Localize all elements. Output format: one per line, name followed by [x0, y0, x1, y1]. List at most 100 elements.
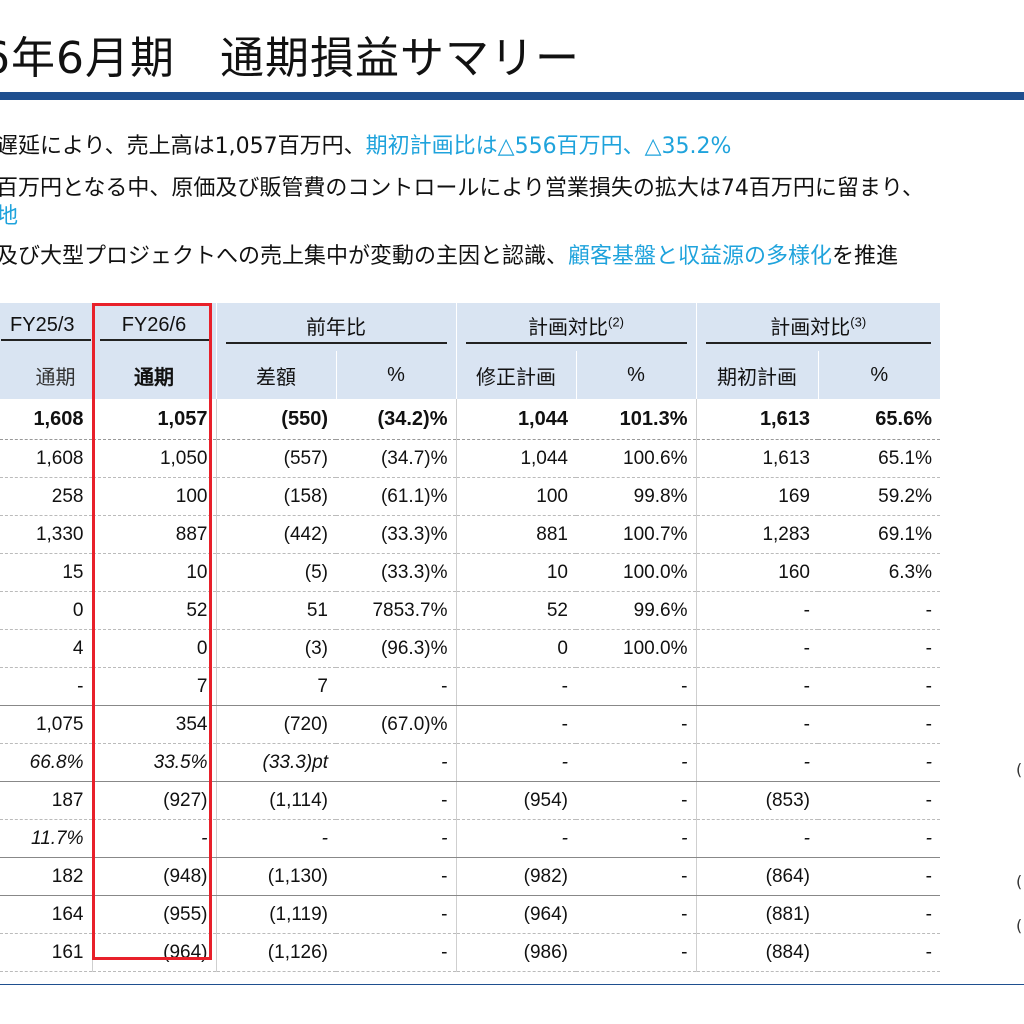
- table-row: 1,608 1,050 (557) (34.7)% 1,044 100.6% 1,613 65…: [0, 439, 940, 478]
- table-row: 11.7% - - - - - - -: [0, 819, 940, 858]
- table-cell: (864): [695, 857, 818, 896]
- table-cell: -: [91, 819, 216, 858]
- header-initial-plan: 期初計画: [695, 351, 818, 399]
- table-cell: -: [336, 743, 456, 782]
- table-cell: 10: [91, 553, 216, 592]
- header-plan-revised: 計画対比(2): [455, 303, 696, 351]
- pl-summary-table: FY25/3 FY26/6 前年比 計画対比(2) 計画対比(3) 通期 通期 …: [0, 303, 940, 972]
- table-cell: (884): [695, 933, 818, 972]
- table-cell: 887: [91, 515, 216, 554]
- table-cell: 1,330: [0, 515, 92, 554]
- table-cell: 1,050: [91, 439, 216, 478]
- table-cell: -: [695, 743, 818, 782]
- table-cell: -: [576, 933, 696, 972]
- table-cell: -: [695, 629, 818, 668]
- table-cell: 354: [91, 705, 216, 744]
- footer-divider: [0, 984, 1024, 985]
- table-cell: 11.7%: [0, 819, 92, 858]
- table-cell: (1,126): [215, 933, 336, 972]
- table-cell: (720): [215, 705, 336, 744]
- table-cell: -: [336, 667, 456, 706]
- table-cell: (557): [215, 439, 336, 478]
- table-cell: 100.0%: [576, 553, 696, 592]
- table-cell: 69.1%: [818, 515, 940, 554]
- table-cell: (67.0)%: [336, 705, 456, 744]
- pl-summary-table-wrap: FY25/3 FY26/6 前年比 計画対比(2) 計画対比(3) 通期 通期 …: [0, 303, 944, 972]
- table-cell: 0: [91, 629, 216, 668]
- table-cell: 169: [695, 477, 818, 516]
- table-cell: 59.2%: [818, 477, 940, 516]
- table-cell: -: [455, 705, 576, 744]
- table-cell: 10: [455, 553, 576, 592]
- table-cell: (964): [91, 933, 216, 972]
- table-cell: (881): [695, 895, 818, 934]
- table-cell: 65.1%: [818, 439, 940, 478]
- table-cell: 7: [91, 667, 216, 706]
- table-cell: (964): [455, 895, 576, 934]
- table-cell: -: [695, 591, 818, 630]
- table-cell: (550): [215, 399, 336, 440]
- table-cell: (927): [91, 781, 216, 820]
- table-row: 258 100 (158) (61.1)% 100 99.8% 169 59.2%: [0, 477, 940, 516]
- table-cell: (986): [455, 933, 576, 972]
- table-cell: 1,044: [455, 399, 576, 440]
- table-cell: -: [336, 857, 456, 896]
- table-cell: 52: [91, 591, 216, 630]
- table-cell: 1,057: [91, 399, 216, 440]
- side-note-mark: (: [1016, 760, 1023, 779]
- table-cell: 0: [455, 629, 576, 668]
- table-cell: 160: [695, 553, 818, 592]
- table-cell: -: [215, 819, 336, 858]
- table-cell: 1,283: [695, 515, 818, 554]
- side-note-mark: (: [1016, 872, 1023, 891]
- table-row: 1,608 1,057 (550) (34.2)% 1,044 101.3% 1,613 65…: [0, 399, 940, 440]
- table-cell: -: [818, 857, 940, 896]
- summary-line-2: 百万円となる中、原価及び販管費のコントロールにより営業損失の拡大は74百万円に留…: [0, 176, 925, 201]
- table-cell: (96.3)%: [336, 629, 456, 668]
- table-cell: 7853.7%: [336, 591, 456, 630]
- table-cell: -: [336, 933, 456, 972]
- table-cell: (1,119): [215, 895, 336, 934]
- table-cell: -: [818, 743, 940, 782]
- summary-line-3: 地: [0, 198, 18, 230]
- table-cell: 1,075: [0, 705, 92, 744]
- table-cell: 881: [455, 515, 576, 554]
- header-fy25-sub: 通期: [0, 351, 92, 399]
- table-cell: (5): [215, 553, 336, 592]
- table-cell: 99.6%: [576, 591, 696, 630]
- table-cell: 100: [91, 477, 216, 516]
- table-cell: (954): [455, 781, 576, 820]
- table-cell: -: [818, 667, 940, 706]
- table-cell: 161: [0, 933, 92, 972]
- table-cell: -: [695, 705, 818, 744]
- table-cell: (34.7)%: [336, 439, 456, 478]
- table-cell: 99.8%: [576, 477, 696, 516]
- table-cell: -: [576, 781, 696, 820]
- summary-line-4-text: 及び大型プロジェクトへの売上集中が変動の主因と認識、: [0, 244, 569, 269]
- table-cell: 66.8%: [0, 743, 92, 782]
- summary-line-3-highlight: 地: [0, 204, 19, 229]
- table-cell: (33.3)pt: [215, 743, 336, 782]
- table-cell: -: [818, 895, 940, 934]
- table-cell: -: [576, 743, 696, 782]
- table-cell: (158): [215, 477, 336, 516]
- table-cell: 65.6%: [818, 399, 940, 440]
- header-fy26: FY26/6: [91, 303, 216, 351]
- table-row: 15 10 (5) (33.3)% 10 100.0% 160 6.3%: [0, 553, 940, 592]
- side-note-mark: (: [1016, 916, 1023, 935]
- table-row: 164 (955) (1,119) - (964) - (881) -: [0, 895, 940, 934]
- table-cell: (442): [215, 515, 336, 554]
- table-cell: -: [336, 895, 456, 934]
- table-cell: -: [818, 591, 940, 630]
- table-cell: (33.3)%: [336, 553, 456, 592]
- table-cell: -: [455, 819, 576, 858]
- table-cell: -: [576, 667, 696, 706]
- table-cell: 1,613: [695, 399, 818, 440]
- table-cell: -: [455, 667, 576, 706]
- table-row: 182 (948) (1,130) - (982) - (864) -: [0, 857, 940, 896]
- table-cell: (61.1)%: [336, 477, 456, 516]
- table-cell: -: [818, 781, 940, 820]
- header-pct-yoy: %: [335, 351, 456, 399]
- table-cell: 182: [0, 857, 92, 896]
- table-cell: 33.5%: [91, 743, 216, 782]
